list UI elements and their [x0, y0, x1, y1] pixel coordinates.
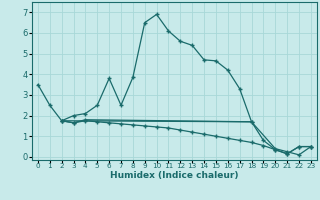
- X-axis label: Humidex (Indice chaleur): Humidex (Indice chaleur): [110, 171, 239, 180]
